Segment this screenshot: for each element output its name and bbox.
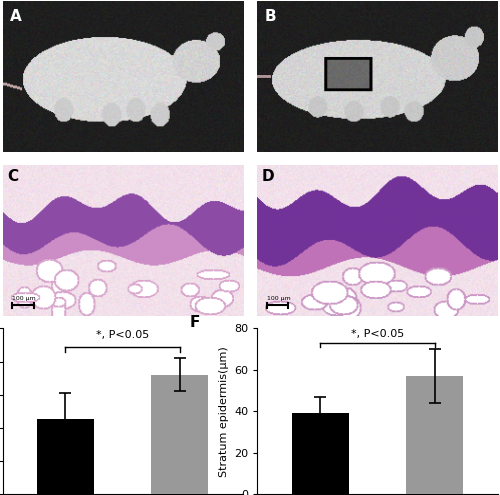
Y-axis label: Stratum epidermis(μm): Stratum epidermis(μm): [218, 346, 228, 477]
Text: F: F: [190, 315, 200, 330]
Text: C: C: [8, 169, 18, 184]
Text: 100 μm: 100 μm: [267, 296, 290, 301]
Bar: [292, 413, 348, 494]
Text: B: B: [264, 8, 276, 24]
Text: *, P<0.05: *, P<0.05: [96, 330, 150, 340]
Text: 100 μm: 100 μm: [12, 296, 36, 301]
Text: D: D: [262, 169, 274, 184]
Bar: [406, 376, 463, 494]
Bar: [37, 419, 94, 494]
Bar: [152, 375, 208, 494]
Text: *, P<0.05: *, P<0.05: [350, 329, 404, 339]
Text: A: A: [10, 8, 22, 24]
